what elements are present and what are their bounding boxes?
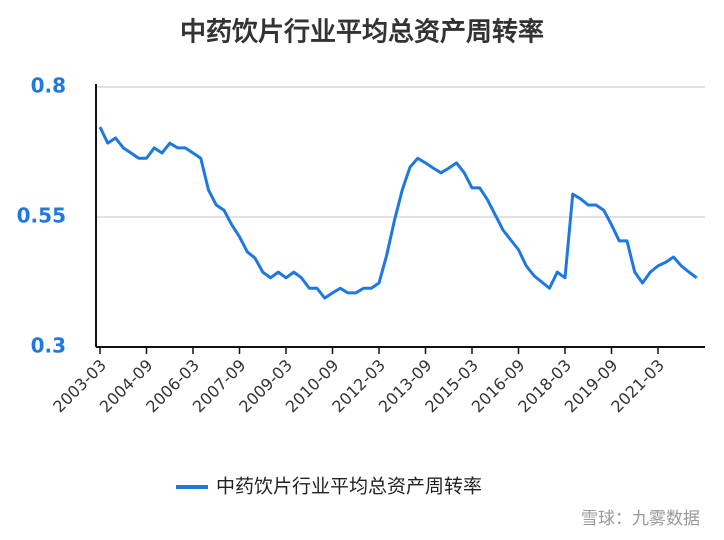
legend-label: 中药饮片行业平均总资产周转率	[216, 476, 482, 498]
watermark: 雪球：九雾数据	[581, 509, 700, 529]
y-tick-label: 0.3	[31, 334, 66, 358]
chart-title: 中药饮片行业平均总资产周转率	[180, 17, 544, 48]
y-tick-label: 0.8	[31, 74, 66, 98]
y-tick-label: 0.55	[17, 204, 66, 228]
data-line	[98, 126, 698, 300]
